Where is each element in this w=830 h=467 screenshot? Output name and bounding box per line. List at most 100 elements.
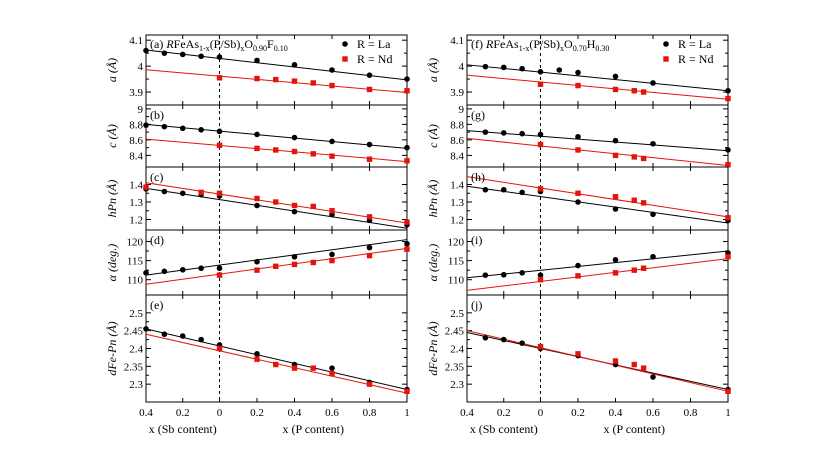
la-point	[500, 130, 507, 136]
panel-b: 8.4 8.6 8.8 9 (b) c (Å)	[105, 104, 410, 168]
nd-point	[725, 161, 731, 168]
panel-label: (g)	[471, 108, 485, 122]
x-tick-label: 0.6	[646, 407, 660, 419]
y-tick-label: 2.3	[129, 379, 143, 391]
panel-frame	[466, 294, 729, 403]
nd-point	[254, 195, 260, 202]
la-point	[519, 270, 525, 276]
x-tick-label: 1	[404, 407, 410, 419]
nd-point	[612, 86, 619, 93]
la-point	[519, 189, 525, 196]
panel-title: (a) RFeAs1-x(P/Sb)xO0.90F0.10	[150, 37, 288, 53]
nd-point	[575, 190, 581, 196]
la-point	[216, 54, 223, 60]
x-tick-label: 0.2	[176, 407, 190, 419]
panel-e: 2.3 2.35 2.4 2.45 2.5 (e) dFe-Pn (Å)	[105, 294, 410, 403]
la-point	[575, 262, 581, 269]
nd-point	[612, 270, 619, 276]
y-tick-label: 4.1	[129, 35, 143, 47]
formula-part: x	[560, 44, 564, 53]
panel-c: 1.2 1.3 1.4 (c) hPn (Å)	[105, 166, 410, 231]
nd-point	[273, 361, 279, 368]
y-tick-label: 2.35	[445, 361, 465, 373]
la-point	[612, 73, 619, 80]
nd-point	[254, 75, 260, 82]
la-point	[366, 244, 373, 251]
y-tick-label: 8.8	[450, 119, 464, 131]
la-fit-line	[466, 185, 729, 224]
formula-part: O	[244, 37, 253, 51]
formula-part: F	[267, 37, 274, 51]
panel-frame	[145, 229, 408, 296]
nd-point	[725, 254, 731, 260]
la-point	[500, 64, 507, 71]
la-point	[725, 147, 731, 153]
nd-point	[310, 151, 316, 157]
x-tick-label: 0.8	[363, 407, 377, 419]
panel-i: 110 115 120 (i) α (deg.)	[426, 229, 731, 296]
nd-point	[575, 147, 581, 153]
la-point	[537, 272, 544, 278]
nd-fit-line	[466, 258, 729, 291]
panel-label: (c)	[150, 170, 163, 184]
y-tick-label: 2.3	[450, 379, 464, 391]
la-point	[198, 265, 204, 272]
la-point	[291, 62, 298, 68]
y-tick-label: 2.45	[445, 326, 465, 338]
nd-point	[310, 80, 316, 86]
y-tick-label: 2.45	[124, 326, 144, 338]
y-tick-label: 8.6	[129, 135, 143, 147]
la-point	[329, 138, 335, 145]
nd-point	[537, 344, 544, 350]
y-tick-label: 1.4	[129, 180, 143, 192]
panel-label: (f)	[471, 37, 486, 51]
la-point	[482, 129, 489, 135]
panel-j: 2.3 2.35 2.4 2.45 2.5 (j) dFe-Pn (Å)	[426, 294, 731, 403]
la-point	[179, 266, 186, 273]
la-point	[404, 240, 410, 247]
formula-part: O	[564, 37, 573, 51]
chart-column-left: 3.9 4 4.1 (a) RFeAs1-x(P/Sb)xO0.90F0.10 R = …	[105, 34, 410, 436]
nd-point	[612, 152, 619, 159]
la-point	[216, 128, 223, 135]
x-tick-label: 0.2	[497, 407, 511, 419]
nd-point	[273, 263, 279, 270]
la-point	[650, 211, 656, 218]
nd-point	[631, 88, 637, 94]
y-tick-label: 8.8	[129, 119, 143, 131]
nd-point	[216, 345, 223, 352]
nd-point	[216, 142, 223, 148]
la-point	[612, 206, 619, 212]
x-tick-label: 0.4	[609, 407, 623, 419]
panel-h: 1.2 1.3 1.4 (h) hPn (Å)	[426, 166, 731, 231]
la-point	[650, 80, 656, 86]
la-point	[198, 127, 204, 133]
panel-label: (e)	[150, 298, 163, 312]
la-point	[291, 134, 298, 141]
y-tick-label: 8.4	[450, 150, 464, 162]
nd-point	[143, 184, 149, 190]
la-point	[482, 186, 489, 193]
legend-nd-marker	[342, 56, 348, 62]
panel-f: 3.9 4 4.1 (f) RFeAs1-x(P/Sb)xO0.70H0.30 R = …	[426, 34, 731, 106]
la-point	[556, 67, 563, 73]
nd-point	[575, 82, 581, 89]
la-point	[254, 131, 260, 138]
nd-point	[640, 200, 647, 206]
la-point	[575, 69, 581, 76]
formula-part: 0.70	[573, 44, 587, 53]
panel-frame	[466, 104, 729, 168]
nd-point	[273, 199, 279, 205]
nd-point	[310, 203, 316, 210]
la-fit-line	[466, 64, 729, 92]
nd-point	[254, 145, 260, 152]
la-fit-line	[145, 328, 408, 391]
la-point	[500, 186, 507, 193]
y-axis-label: a (Å)	[426, 58, 440, 82]
la-fit-line	[466, 250, 729, 279]
la-point	[291, 253, 298, 260]
nd-point	[329, 257, 335, 264]
nd-point	[310, 259, 316, 266]
nd-point	[404, 388, 410, 394]
formula-part: 1-x	[519, 44, 530, 53]
